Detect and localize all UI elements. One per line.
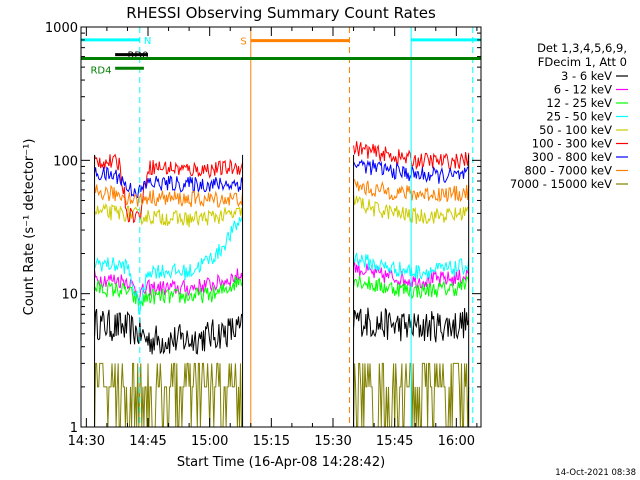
series-line-4-seg1 — [94, 214, 244, 316]
legend-entry-label: 3 - 6 keV — [561, 69, 612, 83]
legend-entry-label: 100 - 300 keV — [532, 137, 612, 151]
x-tick-label: 15:30 — [314, 434, 351, 449]
x-axis-label: Start Time (16-Apr-08 14:28:42) — [177, 455, 385, 470]
y-tick-label: 1000 — [45, 21, 78, 36]
legend-entry-label: 7000 - 15000 keV — [510, 177, 612, 191]
x-tick-label: 15:00 — [191, 434, 228, 449]
series-line-8-seg1 — [94, 184, 244, 208]
legend-entry-label: 6 - 12 keV — [554, 83, 612, 97]
legend-entry-label: 300 - 800 keV — [532, 150, 612, 164]
y-tick-label: 1 — [70, 421, 78, 436]
annotation-layer: N RD0 RD4 S — [81, 27, 481, 427]
series-line-5-seg1 — [94, 202, 244, 228]
plot-frame — [80, 26, 482, 428]
x-tick-label: 15:15 — [253, 434, 290, 449]
series-line-6-seg1 — [94, 153, 244, 224]
legend-header-line-1: Det 1,3,4,5,6,9, — [537, 41, 627, 55]
chart-title: RHESSI Observing Summary Count Rates — [126, 4, 436, 22]
y-tick-label: 100 — [53, 154, 78, 169]
x-tick-label: 15:45 — [376, 434, 413, 449]
legend: Det 1,3,4,5,6,9, FDecim 1, Att 0 3 - 6 k… — [510, 41, 628, 191]
series-line-7-seg1 — [94, 166, 244, 199]
annotation-label: RD0 — [127, 51, 148, 62]
annotation-label: N — [144, 36, 151, 47]
x-tick-label: 14:30 — [68, 434, 105, 449]
y-axis-label: Count Rate (s⁻¹ detector⁻¹) — [22, 139, 37, 316]
annotation-label: S — [240, 37, 246, 48]
footer-timestamp: 14-Oct-2021 08:38 — [555, 468, 636, 478]
legend-entry-label: 12 - 25 keV — [546, 96, 612, 110]
legend-header-line-2: FDecim 1, Att 0 — [538, 55, 627, 69]
x-tick-label: 16:00 — [438, 434, 475, 449]
legend-entry-label: 50 - 100 keV — [539, 123, 612, 137]
series-line-3-seg1 — [94, 276, 244, 307]
axis-layer: 1 10 100 1000 14:30 14:45 15:00 15:15 15:30 15:45… — [45, 21, 482, 449]
annotation-label: RD4 — [90, 65, 111, 76]
series-line-1-seg1 — [94, 308, 243, 355]
legend-entry-label: 800 - 7000 keV — [524, 164, 612, 178]
x-tick-label: 14:45 — [129, 434, 166, 449]
legend-entry-label: 25 - 50 keV — [546, 110, 612, 124]
y-tick-label: 10 — [61, 288, 78, 303]
